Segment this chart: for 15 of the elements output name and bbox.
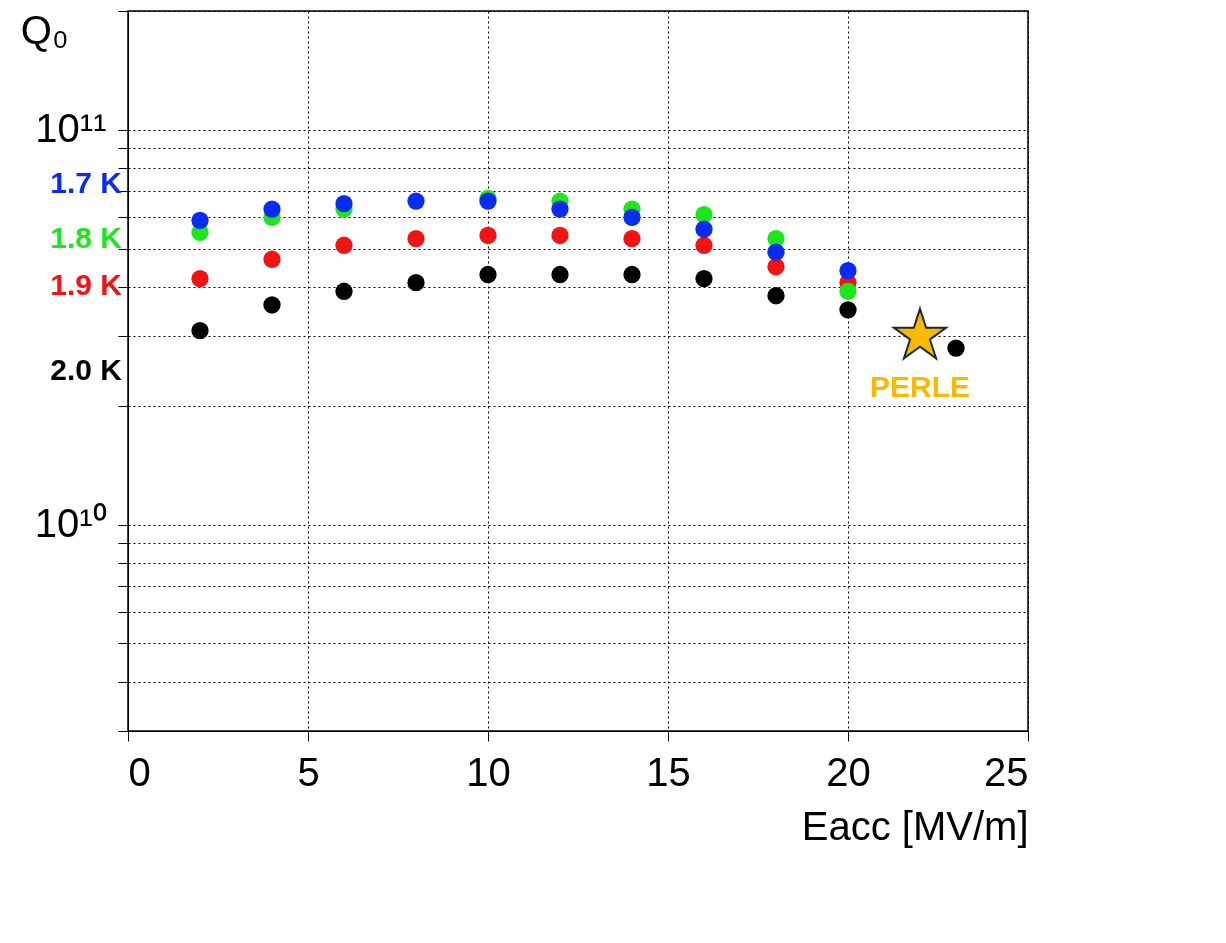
text: 2.0 K: [50, 352, 123, 386]
series-label: PERLE: [869, 370, 971, 404]
x-axis-title: Eacc [MV/m]: [801, 803, 1029, 848]
x-tick-label: 5: [297, 749, 320, 794]
x-tick-label: 0: [128, 749, 151, 794]
y-tick-label: 10¹⁰: [34, 501, 107, 546]
x-tick-label: 10: [466, 749, 511, 794]
text: 1.7 K: [50, 166, 123, 200]
x-tick-label: 15: [646, 749, 691, 794]
text: 1.8 K: [50, 221, 123, 255]
x-tick-label: 20: [826, 749, 871, 794]
x-tick-label: 25: [984, 749, 1029, 794]
text: 1.9 K: [50, 267, 123, 301]
y-axis-title: Q₀: [20, 7, 69, 52]
y-tick-label: 10¹¹: [35, 106, 107, 151]
